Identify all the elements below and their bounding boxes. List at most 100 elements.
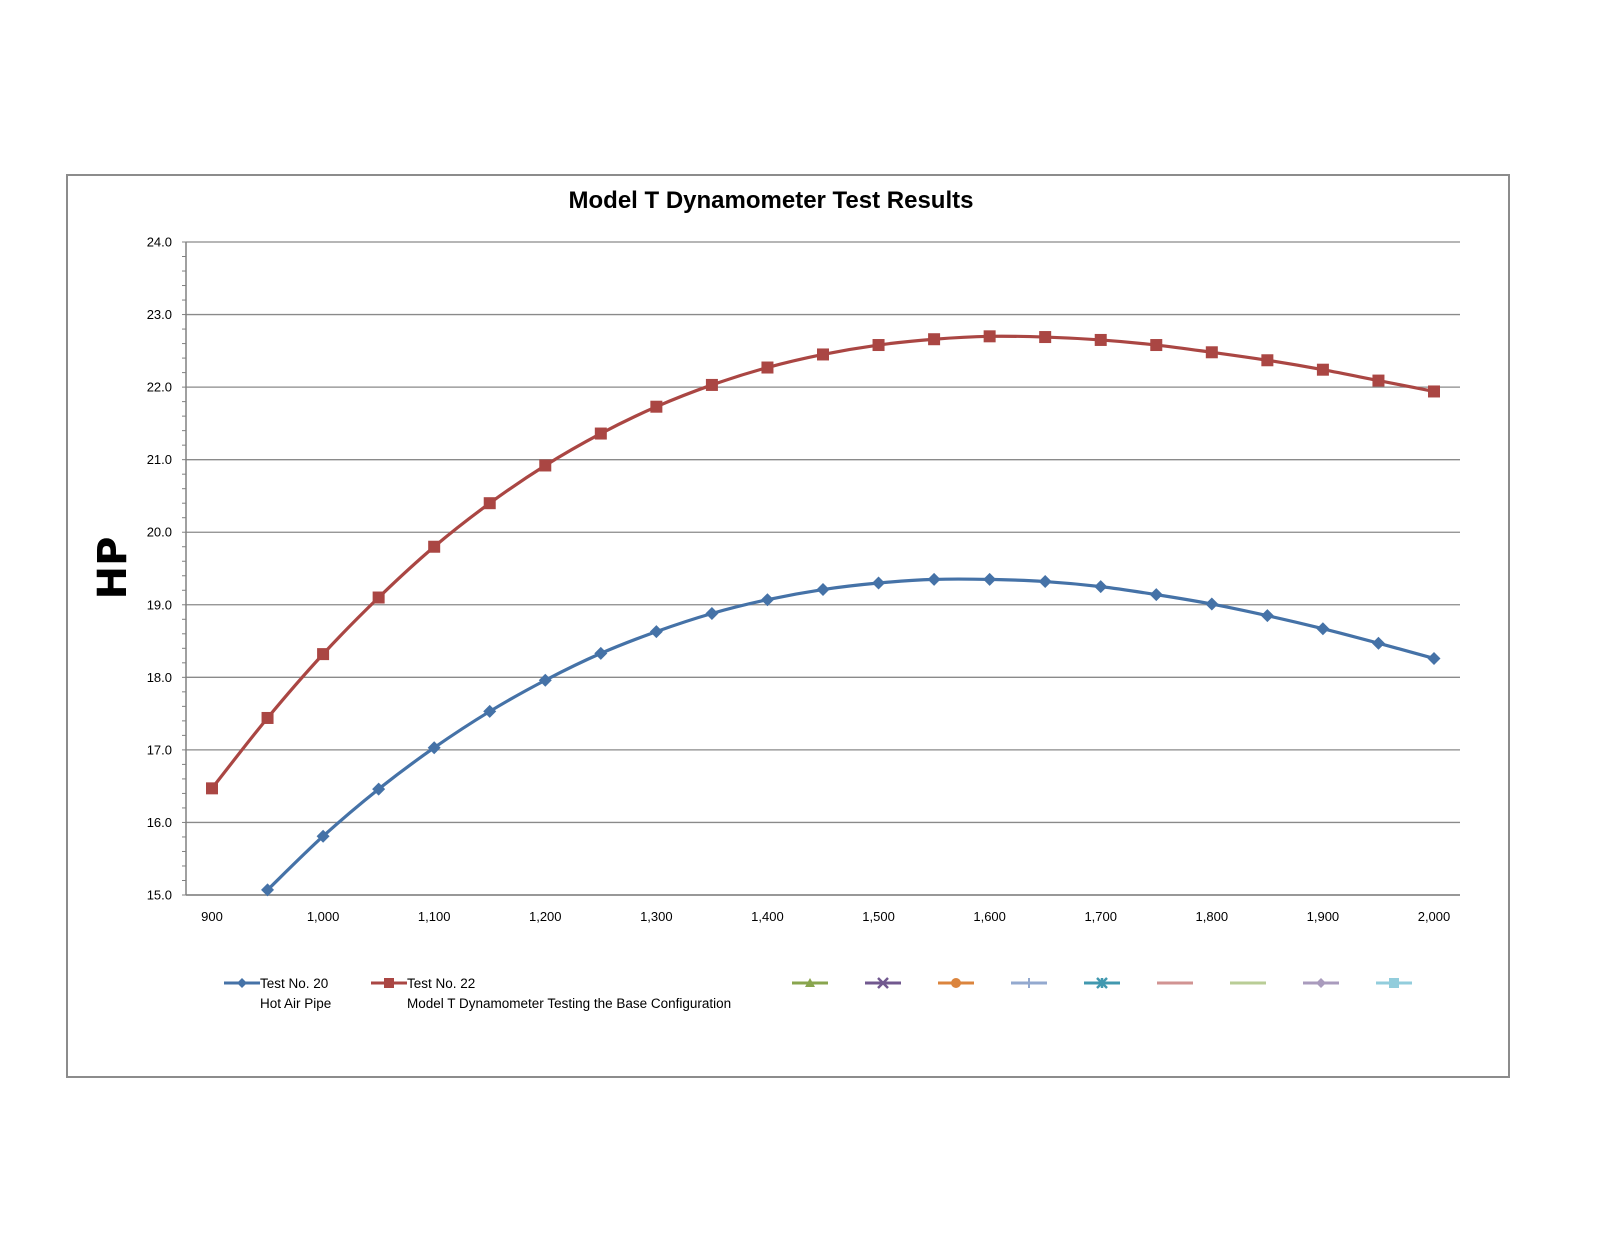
y-tick-label: 16.0 bbox=[147, 815, 172, 830]
legend-marker bbox=[805, 978, 815, 987]
series-2-point bbox=[372, 591, 385, 604]
legend-empty-series bbox=[1376, 978, 1412, 988]
series-2-point bbox=[261, 711, 274, 724]
series-2-line bbox=[210, 334, 1435, 790]
series-2-point bbox=[594, 427, 607, 440]
series-1-point bbox=[816, 583, 830, 597]
chart-frame: Model T Dynamometer Test Results HP 15.0… bbox=[66, 174, 1510, 1078]
axis-layer: 15.0 16.0 17.0 18.0 19.0 20.0 21.0 22.0 23.0 24.0… bbox=[147, 235, 1460, 924]
series-1-point bbox=[872, 576, 886, 590]
series-2 bbox=[206, 330, 1440, 795]
series-1-point bbox=[705, 606, 719, 620]
y-tick-label: 23.0 bbox=[147, 307, 172, 322]
series-1-point bbox=[760, 593, 774, 607]
series-1-line bbox=[266, 577, 1435, 892]
x-tick-label: 1,800 bbox=[1196, 909, 1229, 924]
x-tick-label: 1,400 bbox=[751, 909, 784, 924]
series-2-point bbox=[1039, 331, 1052, 344]
legend-empty-series bbox=[938, 978, 974, 988]
legend: Test No. 20 Hot Air Pipe Test No. 22 Model … bbox=[224, 976, 1412, 1011]
x-tick-label: 1,900 bbox=[1307, 909, 1340, 924]
series-2-point bbox=[1205, 346, 1218, 359]
series-2-point bbox=[983, 330, 996, 343]
legend-sublabel: Model T Dynamometer Testing the Base Con… bbox=[407, 996, 731, 1011]
series-1-point bbox=[1205, 597, 1219, 611]
x-tick-label: 1,500 bbox=[862, 909, 895, 924]
chart-title: Model T Dynamometer Test Results bbox=[569, 187, 974, 214]
x-tick-label: 900 bbox=[201, 909, 223, 924]
series-1-point bbox=[1260, 609, 1274, 623]
legend-empty-series bbox=[1011, 978, 1047, 988]
y-tick-label: 18.0 bbox=[147, 670, 172, 685]
series-1-point bbox=[1371, 636, 1385, 650]
series-2-point bbox=[1428, 385, 1440, 398]
series-1-point bbox=[594, 646, 608, 660]
legend-marker bbox=[1096, 977, 1108, 989]
legend-marker bbox=[951, 978, 961, 988]
series-2-point bbox=[928, 333, 941, 346]
legend-marker bbox=[384, 978, 394, 988]
series-2-point bbox=[872, 339, 885, 352]
series-2-point bbox=[317, 648, 330, 661]
series-1-point bbox=[427, 741, 441, 755]
series-1-point bbox=[316, 829, 330, 843]
series-2-point bbox=[206, 782, 218, 795]
legend-sublabel: Hot Air Pipe bbox=[260, 996, 331, 1011]
series-1-point bbox=[538, 673, 552, 687]
series-2-point bbox=[428, 540, 441, 553]
grid-layer bbox=[186, 241, 1460, 896]
series-2-point bbox=[1094, 333, 1107, 346]
series-2-point bbox=[539, 459, 552, 472]
legend-marker bbox=[237, 978, 247, 988]
x-tick-label: 1,200 bbox=[529, 909, 562, 924]
series-1-point bbox=[1316, 622, 1330, 636]
series-1-point bbox=[1149, 588, 1163, 602]
x-tick-label: 1,700 bbox=[1084, 909, 1117, 924]
series-1 bbox=[261, 572, 1441, 897]
legend-empty-series bbox=[1084, 977, 1120, 989]
legend-label: Test No. 22 bbox=[407, 976, 475, 991]
series-1-point bbox=[261, 883, 275, 897]
y-tick-label: 24.0 bbox=[147, 235, 172, 250]
x-tick-label: 1,600 bbox=[973, 909, 1006, 924]
y-tick-label: 20.0 bbox=[147, 525, 172, 540]
legend-empty-series bbox=[792, 978, 828, 987]
y-tick-label: 17.0 bbox=[147, 742, 172, 757]
series-1-point bbox=[372, 782, 386, 796]
series-2-point bbox=[1150, 339, 1163, 352]
legend-marker bbox=[877, 977, 889, 989]
series-2-point bbox=[705, 378, 718, 391]
series-2-point bbox=[650, 400, 663, 413]
series-2-point bbox=[1261, 354, 1274, 367]
legend-label: Test No. 20 bbox=[260, 976, 328, 991]
legend-item-1: Test No. 20 Hot Air Pipe bbox=[224, 976, 331, 1011]
legend-marker bbox=[1389, 978, 1399, 988]
series-2-point bbox=[817, 348, 829, 361]
series-2-point bbox=[1372, 374, 1385, 387]
series-1-point bbox=[483, 704, 497, 718]
x-tick-label: 1,300 bbox=[640, 909, 673, 924]
x-tick-label: 1,000 bbox=[307, 909, 340, 924]
series-2-point bbox=[761, 361, 774, 374]
y-tick-label: 22.0 bbox=[147, 380, 172, 395]
chart-svg: Model T Dynamometer Test Results HP 15.0… bbox=[90, 187, 1460, 1011]
legend-marker-stroke bbox=[877, 977, 889, 989]
y-tick-label: 21.0 bbox=[147, 452, 172, 467]
legend-empty-series bbox=[1303, 978, 1339, 988]
series-layer bbox=[206, 330, 1441, 897]
y-tick-label: 19.0 bbox=[147, 597, 172, 612]
y-tick-label: 15.0 bbox=[147, 888, 172, 903]
x-tick-label: 2,000 bbox=[1418, 909, 1451, 924]
y-axis-label: HP bbox=[90, 537, 136, 600]
legend-empty-series bbox=[865, 977, 901, 989]
series-1-point bbox=[983, 572, 997, 586]
legend-item-2: Test No. 22 Model T Dynamometer Testing t… bbox=[371, 976, 731, 1011]
series-1-point bbox=[927, 572, 941, 586]
series-2-point bbox=[483, 497, 496, 510]
series-1-point bbox=[1038, 575, 1052, 589]
x-tick-label: 1,100 bbox=[418, 909, 451, 924]
legend-marker bbox=[1316, 978, 1326, 988]
series-2-point bbox=[1316, 363, 1329, 376]
series-1-point bbox=[1094, 580, 1108, 594]
series-1-point bbox=[1427, 651, 1441, 665]
